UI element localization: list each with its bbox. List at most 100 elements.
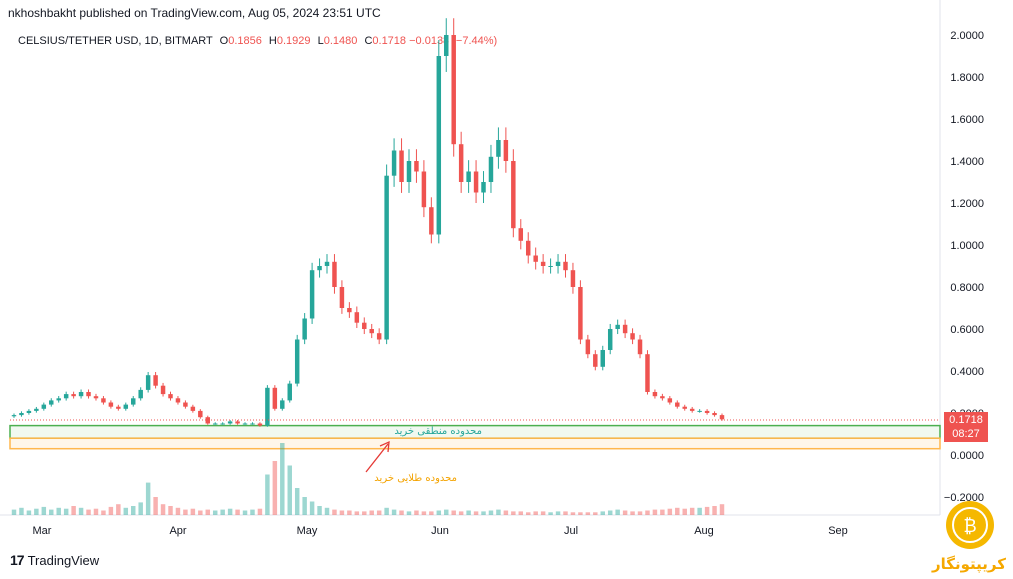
close-value: 0.1718	[372, 35, 407, 47]
buy-zones	[9, 424, 941, 450]
candle-body	[414, 161, 419, 172]
volume-bar	[332, 509, 337, 515]
y-tick-label: 0.4000	[950, 366, 984, 378]
volume-bar	[41, 506, 47, 515]
tradingview-brand[interactable]: 17 TradingView	[10, 552, 99, 568]
candles	[11, 18, 725, 427]
candle-body	[190, 406, 196, 411]
volume-bar	[429, 511, 434, 515]
candle-body	[689, 408, 695, 411]
volume-bar	[444, 509, 449, 515]
volume-bar	[458, 511, 464, 515]
volume-bar	[145, 482, 151, 515]
candle-body	[652, 392, 658, 397]
x-tick-label: Mar	[33, 525, 52, 537]
candle-body	[347, 308, 352, 313]
volume-bar	[451, 510, 456, 515]
volume-bar	[384, 507, 389, 515]
candle-body	[78, 392, 84, 397]
volume-bar	[511, 511, 516, 515]
publisher-line: nkhoshbakht published on TradingView.com…	[8, 6, 381, 20]
volume-bar	[585, 512, 591, 515]
candle-body	[227, 421, 233, 424]
volume-bar	[101, 510, 106, 515]
candle-body	[49, 400, 54, 405]
volume-bar	[63, 508, 69, 515]
candle-body	[533, 255, 538, 262]
candle-body	[339, 287, 345, 308]
candle-body	[615, 324, 620, 329]
golden-zone-label: محدوده طلایی خرید	[374, 473, 457, 484]
y-tick-label: 1.0000	[950, 240, 984, 252]
candle-body	[175, 398, 181, 403]
volume-bar	[175, 507, 181, 515]
annotation-arrow	[365, 440, 390, 473]
candle-body	[630, 333, 635, 340]
candle-body	[540, 261, 546, 266]
volume-bar	[615, 509, 620, 515]
candle-body	[309, 270, 315, 319]
volume-bar	[689, 507, 695, 515]
candle-body	[212, 423, 218, 425]
y-tick-label: 1.6000	[950, 114, 984, 126]
svg-text:₿: ₿	[963, 516, 976, 537]
candle-body	[563, 261, 568, 271]
volume-bar	[466, 510, 471, 515]
volume-bar	[362, 511, 367, 515]
price-axis: 2.0000 1.8000 1.6000 1.4000 1.2000 1.0000 0.80…	[944, 30, 984, 504]
volume-bar	[183, 509, 188, 515]
candle-body	[406, 161, 412, 182]
volume-bar	[227, 508, 233, 515]
candle-body	[317, 266, 322, 271]
candle-body	[548, 266, 553, 267]
golden-buy-zone	[9, 437, 941, 450]
candle-body	[645, 354, 650, 392]
candle-body	[622, 324, 628, 334]
candle-body	[41, 404, 47, 409]
volume-bar	[34, 508, 39, 515]
volume-bar	[496, 509, 501, 515]
candle-body	[332, 261, 337, 287]
candle-body	[488, 156, 494, 182]
candle-body	[205, 417, 211, 424]
low-value: 0.1480	[323, 35, 358, 47]
y-tick-label: 1.8000	[950, 72, 984, 84]
candle-body	[354, 312, 360, 323]
volume-bar	[667, 508, 673, 515]
candle-body	[555, 261, 561, 266]
volume-bar	[719, 504, 725, 515]
volume-bar	[473, 511, 479, 515]
candle-body	[719, 415, 725, 420]
candle-body	[712, 413, 717, 416]
candle-body	[302, 318, 307, 340]
candle-body	[704, 410, 710, 413]
volume-bar	[563, 511, 568, 515]
volume-bar	[399, 510, 404, 515]
volume-bar	[280, 443, 285, 515]
volume-bar	[675, 507, 680, 515]
volume-bar	[630, 511, 635, 515]
volume-bar	[697, 507, 702, 515]
volume-bar	[637, 511, 643, 515]
candle-body	[362, 322, 367, 329]
volume-bar	[26, 510, 32, 515]
y-tick-label: 0.0000	[950, 450, 984, 462]
candle-body	[131, 398, 136, 405]
candle-body	[145, 375, 151, 390]
candle-body	[183, 402, 188, 407]
volume-bar	[481, 511, 486, 515]
candle-body	[160, 385, 166, 395]
high-label: H	[268, 35, 277, 47]
bar-countdown: 08:27	[952, 428, 980, 440]
candle-body	[153, 375, 158, 386]
candle-body	[421, 171, 427, 208]
volume-bar	[71, 506, 76, 515]
volume-bar	[540, 511, 546, 515]
low-label: L	[317, 35, 324, 47]
volume-bar	[503, 510, 509, 515]
volume-bar	[220, 509, 225, 515]
cryptonegar-watermark: ₿ کریپتونگار	[931, 501, 1006, 574]
volume-bar	[19, 507, 24, 515]
time-axis: Mar Apr May Jun Jul Aug Sep	[33, 525, 848, 537]
